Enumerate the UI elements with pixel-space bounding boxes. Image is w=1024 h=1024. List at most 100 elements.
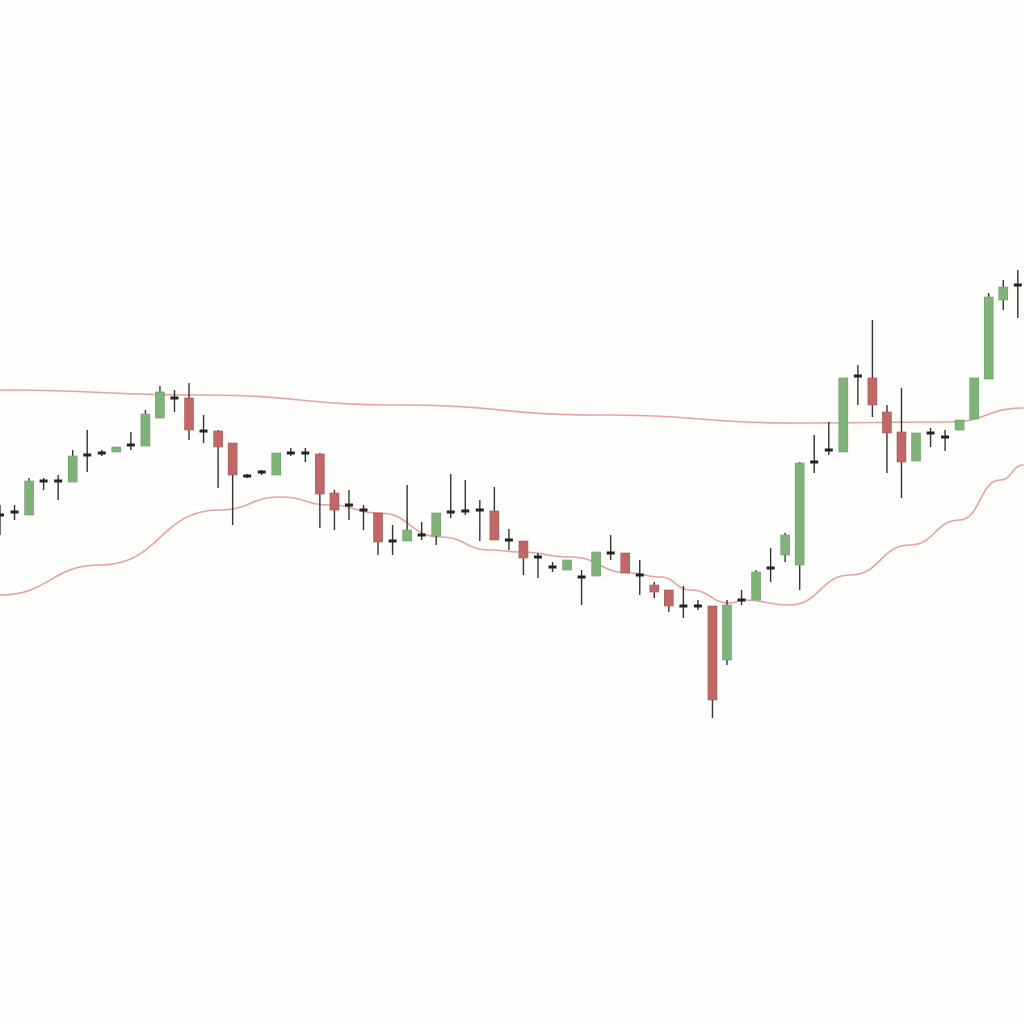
- candle-body: [111, 446, 122, 453]
- candle: [911, 432, 921, 462]
- candle-body: [286, 451, 295, 455]
- candle: [489, 487, 500, 541]
- candle-body: [170, 396, 179, 400]
- candle: [329, 490, 340, 530]
- bands: [0, 389, 1024, 606]
- candle-body: [620, 552, 631, 574]
- candle-body: [998, 286, 1009, 301]
- candle: [794, 462, 805, 590]
- candle-body: [577, 575, 586, 579]
- candle-body: [679, 604, 688, 608]
- candle-body: [635, 573, 644, 577]
- candle-body: [461, 509, 470, 513]
- upper-band-line: [0, 389, 1024, 424]
- candle-body: [388, 539, 397, 543]
- candle: [388, 525, 397, 555]
- candle: [359, 505, 368, 530]
- candle: [722, 600, 732, 665]
- candle: [373, 512, 383, 555]
- candle-body: [301, 451, 310, 455]
- candle-body: [446, 510, 455, 514]
- candle: [170, 390, 179, 412]
- candle: [417, 522, 426, 540]
- candle-body: [359, 508, 368, 512]
- candle: [126, 432, 135, 450]
- candle: [83, 430, 92, 472]
- candle: [853, 365, 862, 405]
- candle: [54, 475, 63, 500]
- candle-body: [155, 391, 165, 419]
- candle-body: [737, 598, 746, 602]
- candle: [199, 415, 208, 443]
- candle: [810, 435, 819, 473]
- candle-body: [1013, 283, 1022, 287]
- candle: [431, 512, 442, 545]
- candle: [751, 570, 761, 601]
- candle: [838, 377, 849, 453]
- candle-body: [10, 510, 19, 514]
- candle-body: [838, 377, 849, 453]
- candle-body: [766, 566, 775, 570]
- candle: [461, 480, 470, 515]
- candle-body: [853, 374, 862, 378]
- lower-band-line: [0, 464, 1024, 606]
- candle: [882, 405, 892, 473]
- candle-body: [591, 551, 601, 577]
- candle-body: [329, 492, 340, 511]
- candle-body: [969, 377, 979, 420]
- candle-body: [54, 479, 63, 483]
- candle-body: [693, 604, 702, 608]
- candle-body: [518, 540, 529, 559]
- candle-body: [794, 462, 805, 566]
- candle-body: [504, 538, 513, 542]
- candle: [475, 500, 484, 541]
- candle: [10, 505, 19, 520]
- candle: [707, 605, 718, 718]
- candle-body: [257, 470, 266, 474]
- candle: [649, 582, 660, 598]
- candle-body: [243, 474, 252, 478]
- candle-body: [751, 571, 761, 601]
- candle-body: [431, 512, 442, 537]
- candle: [518, 540, 529, 575]
- candle-body: [140, 413, 151, 447]
- candle: [0, 505, 4, 535]
- candle: [926, 428, 935, 447]
- candle-body: [126, 443, 135, 447]
- candle: [504, 529, 513, 550]
- candle: [301, 448, 310, 462]
- candle: [606, 535, 615, 560]
- candle: [896, 388, 907, 498]
- candle-body: [707, 605, 718, 701]
- candle: [954, 419, 965, 431]
- candle: [155, 386, 165, 419]
- candle: [941, 430, 950, 451]
- candle-body: [649, 584, 660, 593]
- candle-body: [562, 559, 572, 571]
- candle: [824, 422, 833, 455]
- candle: [111, 446, 122, 453]
- candle-body: [911, 432, 921, 462]
- candle-body: [67, 455, 78, 483]
- candle: [213, 430, 223, 488]
- candle: [664, 589, 674, 612]
- candle-body: [213, 430, 223, 448]
- candle-body: [810, 460, 819, 464]
- candle-body: [941, 435, 950, 439]
- candle-body: [489, 510, 500, 541]
- candle: [577, 570, 586, 605]
- candles: [0, 270, 1022, 718]
- candle-body: [184, 397, 194, 431]
- candle: [983, 293, 994, 380]
- candle-body: [24, 480, 34, 516]
- candle-body: [271, 452, 282, 476]
- candle: [344, 490, 353, 520]
- candle-body: [867, 377, 878, 406]
- candle-body: [926, 431, 935, 435]
- candle-body: [983, 296, 994, 380]
- candle-body: [315, 453, 325, 495]
- candle-body: [780, 534, 790, 556]
- candle: [737, 590, 746, 605]
- candle: [257, 470, 266, 475]
